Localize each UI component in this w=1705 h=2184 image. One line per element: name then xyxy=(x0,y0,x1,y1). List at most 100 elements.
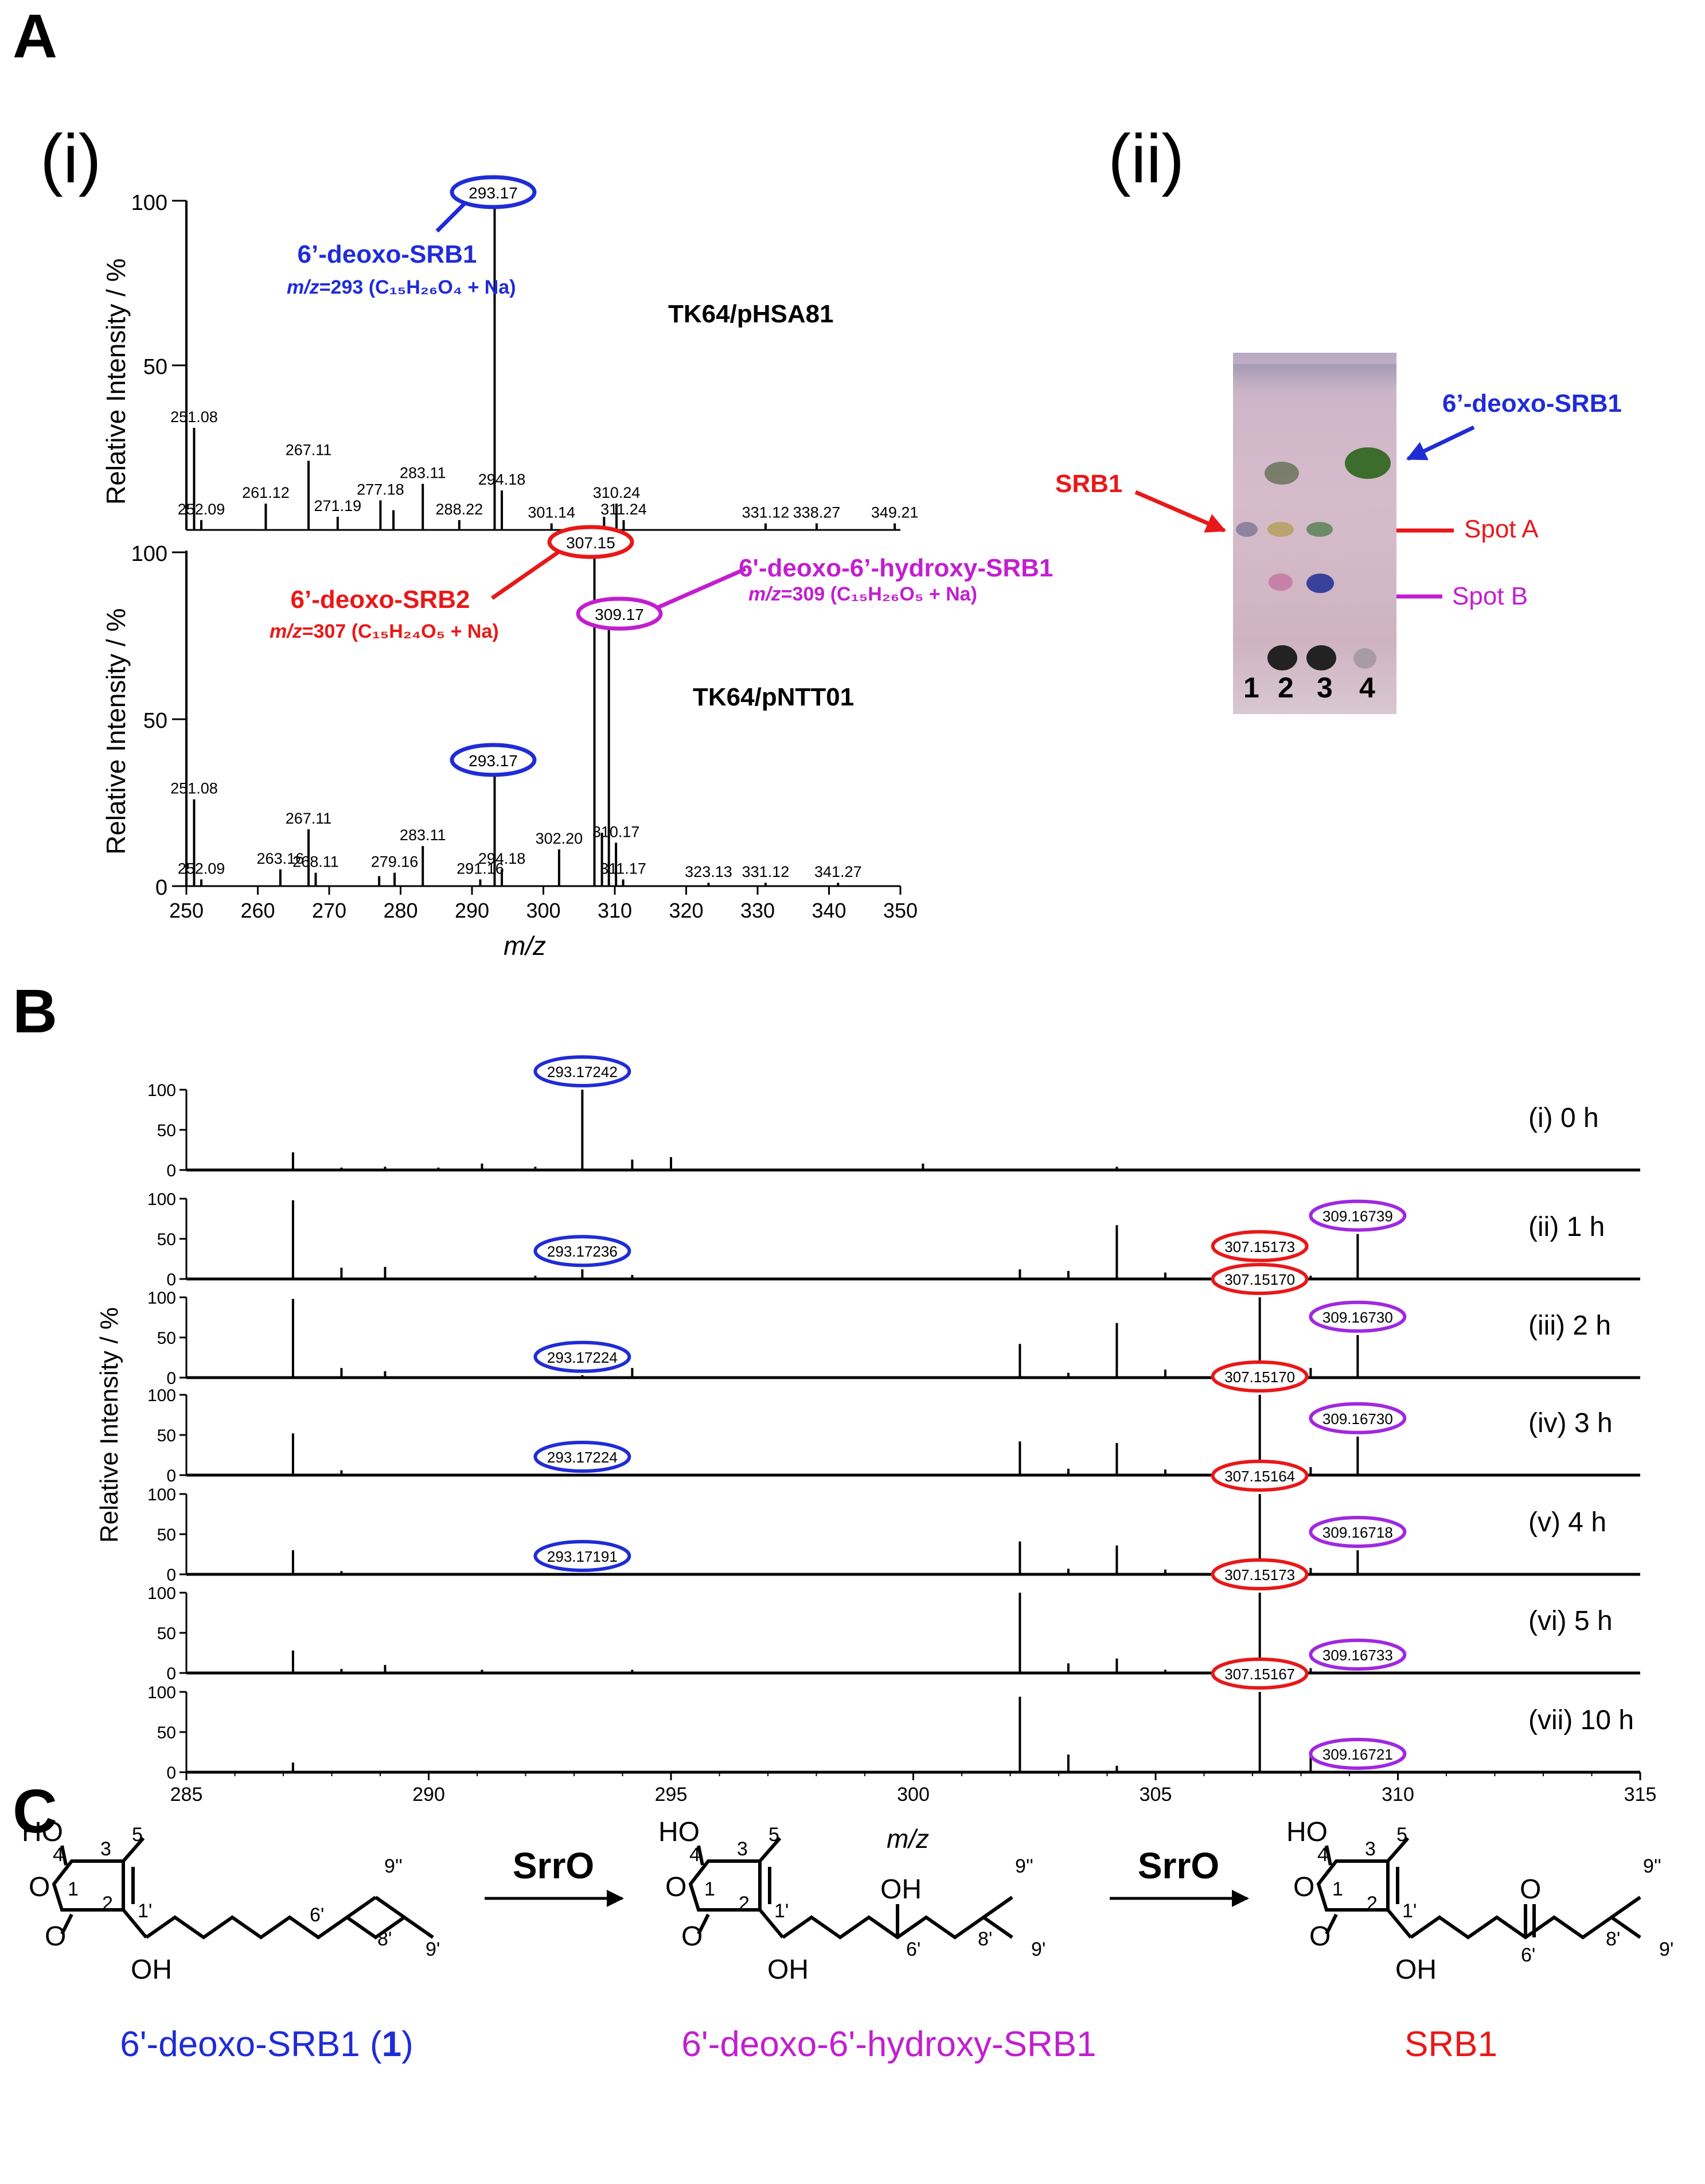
svg-text:5: 5 xyxy=(132,1824,143,1846)
mass-annotation-label: 309.16733 xyxy=(1322,1647,1393,1664)
tlc-spot-lane1-srb1 xyxy=(1236,522,1258,537)
peak-mz-label: 323.13 xyxy=(685,863,732,880)
tlc-spot-lane4-deoxo xyxy=(1345,447,1391,479)
top-ytick-50: 50 xyxy=(143,355,167,379)
svg-text:1': 1' xyxy=(1402,1900,1417,1922)
trace-y-tick: 100 xyxy=(147,1081,176,1100)
svg-text:9'': 9'' xyxy=(384,1855,403,1877)
tlc-plate: 1 2 3 4 xyxy=(1233,353,1396,714)
mass-annotation-label: 307.15170 xyxy=(1224,1271,1295,1288)
svg-text:2: 2 xyxy=(739,1893,750,1914)
trace-time-label: (vii) 10 h xyxy=(1528,1705,1634,1735)
trace-y-tick: 50 xyxy=(157,1723,176,1742)
mass-annotation-oval xyxy=(1211,1658,1309,1690)
tlc-deoxo-arrow xyxy=(1406,425,1475,461)
svg-text:8': 8' xyxy=(377,1928,392,1950)
top-strain-label: TK64/pHSA81 xyxy=(668,300,834,328)
tlc-spot-a-label: Spot A xyxy=(1464,515,1539,543)
peak-mz-label: 261.12 xyxy=(242,484,290,501)
peak-mz-label: 310.24 xyxy=(593,484,641,501)
svg-text:1: 1 xyxy=(704,1878,715,1900)
trace-y-tick: 0 xyxy=(166,1764,176,1783)
mass-annotation-oval xyxy=(1309,1300,1407,1333)
trace-y-tick: 100 xyxy=(147,1289,176,1308)
peak-mz-label: 263.16 xyxy=(257,850,305,867)
trace-y-tick: 0 xyxy=(166,1369,176,1388)
peak-293-label: 293.17 xyxy=(469,184,518,202)
trace-time-label: (iii) 2 h xyxy=(1528,1311,1611,1341)
subpanel-i-label: (i) xyxy=(40,120,102,197)
peak-293-label-bottom: 293.17 xyxy=(469,752,518,770)
svg-text:O: O xyxy=(1293,1872,1314,1902)
structure-1-labels: HO 5 4 3 1 2 O O 1' OH 6' 8' 9' 9'' xyxy=(22,1817,440,1985)
svg-text:O: O xyxy=(665,1872,686,1902)
mass-annotation-label: 309.16739 xyxy=(1322,1208,1393,1225)
x-tick-label: 300 xyxy=(526,899,560,922)
peak-mz-label: 311.17 xyxy=(600,860,646,877)
mass-annotation-label: 309.16721 xyxy=(1322,1746,1393,1763)
svg-text:HO: HO xyxy=(1286,1817,1328,1847)
peak-293-circle-bottom xyxy=(450,743,537,777)
trace-y-tick: 50 xyxy=(157,1230,176,1249)
trace-y-tick: 0 xyxy=(166,1566,176,1585)
top-y-label: Relative Intensity / % xyxy=(101,258,131,505)
panel-b-x-label: m/z xyxy=(887,1824,929,1854)
peak-mz-label: 251.08 xyxy=(170,408,218,426)
trace-time-label: (v) 4 h xyxy=(1528,1507,1606,1538)
trace-y-tick: 100 xyxy=(147,1190,176,1209)
compound1-mz: m/z=293 (C₁₅H₂₆O₄ + Na) xyxy=(287,276,516,298)
tlc-spot-lane3-b xyxy=(1306,574,1334,593)
svg-text:O: O xyxy=(29,1872,50,1902)
peak-mz-label: 279.16 xyxy=(371,853,419,871)
svg-text:2: 2 xyxy=(1367,1893,1378,1914)
svg-text:HO: HO xyxy=(658,1817,700,1847)
peak-mz-label: 301.14 xyxy=(528,504,575,521)
peak-309-circle xyxy=(576,596,663,631)
mass-annotation-label: 309.16718 xyxy=(1322,1524,1393,1541)
structure-3-labels: HO 5 4 3 1 2 O O 1' OH O 6' 8' 9' 9'' xyxy=(1286,1817,1673,1985)
trace-x-tick: 310 xyxy=(1382,1784,1414,1805)
svg-text:9'': 9'' xyxy=(1643,1855,1661,1877)
svg-text:9': 9' xyxy=(1031,1939,1045,1960)
peak-mz-label: 251.08 xyxy=(170,780,218,797)
peak-mz-label: 283.11 xyxy=(400,826,446,844)
mass-annotation-oval xyxy=(1309,1516,1407,1548)
svg-text:OH: OH xyxy=(767,1955,809,1985)
svg-text:8': 8' xyxy=(1606,1928,1620,1950)
structure-3 xyxy=(1316,1837,1641,1940)
peak-mz-label: 267.11 xyxy=(286,441,332,458)
structure-2-labels: HO 5 4 3 1 2 O O 1' OH OH 6' 8' 9' 9'' xyxy=(658,1817,1045,1985)
subpanel-ii-label: (ii) xyxy=(1108,120,1184,197)
bottom-ytick-100: 100 xyxy=(131,542,167,566)
x-tick-label: 290 xyxy=(455,899,489,922)
trace-y-tick: 50 xyxy=(157,1426,176,1445)
peak-mz-label: 294.18 xyxy=(478,850,526,867)
x-tick-label: 350 xyxy=(883,899,918,922)
peak-mz-label: 277.18 xyxy=(357,481,404,498)
peak-mz-label: 302.20 xyxy=(536,830,583,847)
svg-text:OH: OH xyxy=(131,1955,172,1985)
trace-y-tick: 100 xyxy=(147,1485,176,1504)
mass-annotation-oval xyxy=(1211,1558,1309,1590)
tlc-spot-b-label: Spot B xyxy=(1452,582,1528,610)
trace-time-label: (vi) 5 h xyxy=(1528,1606,1613,1636)
mass-annotation-label: 307.15173 xyxy=(1224,1566,1295,1584)
peak-mz-label: 267.11 xyxy=(286,810,332,827)
mass-annotation-label: 309.16730 xyxy=(1322,1410,1393,1428)
trace-time-label: (i) 0 h xyxy=(1528,1103,1599,1133)
svg-text:O: O xyxy=(45,1921,66,1952)
peak-mz-label: 283.11 xyxy=(400,465,446,482)
mass-annotation-label: 293.17224 xyxy=(547,1349,618,1366)
peak-307-circle xyxy=(547,525,634,559)
x-tick-label: 260 xyxy=(240,899,275,922)
top-ytick-100: 100 xyxy=(131,191,167,215)
tlc-srb1-label: SRB1 xyxy=(1055,470,1122,498)
svg-text:8': 8' xyxy=(978,1928,992,1950)
peak-309-label: 309.17 xyxy=(595,606,644,623)
trace-x-tick: 305 xyxy=(1140,1784,1172,1805)
svg-text:O: O xyxy=(1520,1874,1541,1905)
mass-annotation-label: 309.16730 xyxy=(1322,1309,1393,1326)
svg-text:O: O xyxy=(1309,1921,1331,1952)
mass-annotation-oval xyxy=(1309,1639,1407,1671)
